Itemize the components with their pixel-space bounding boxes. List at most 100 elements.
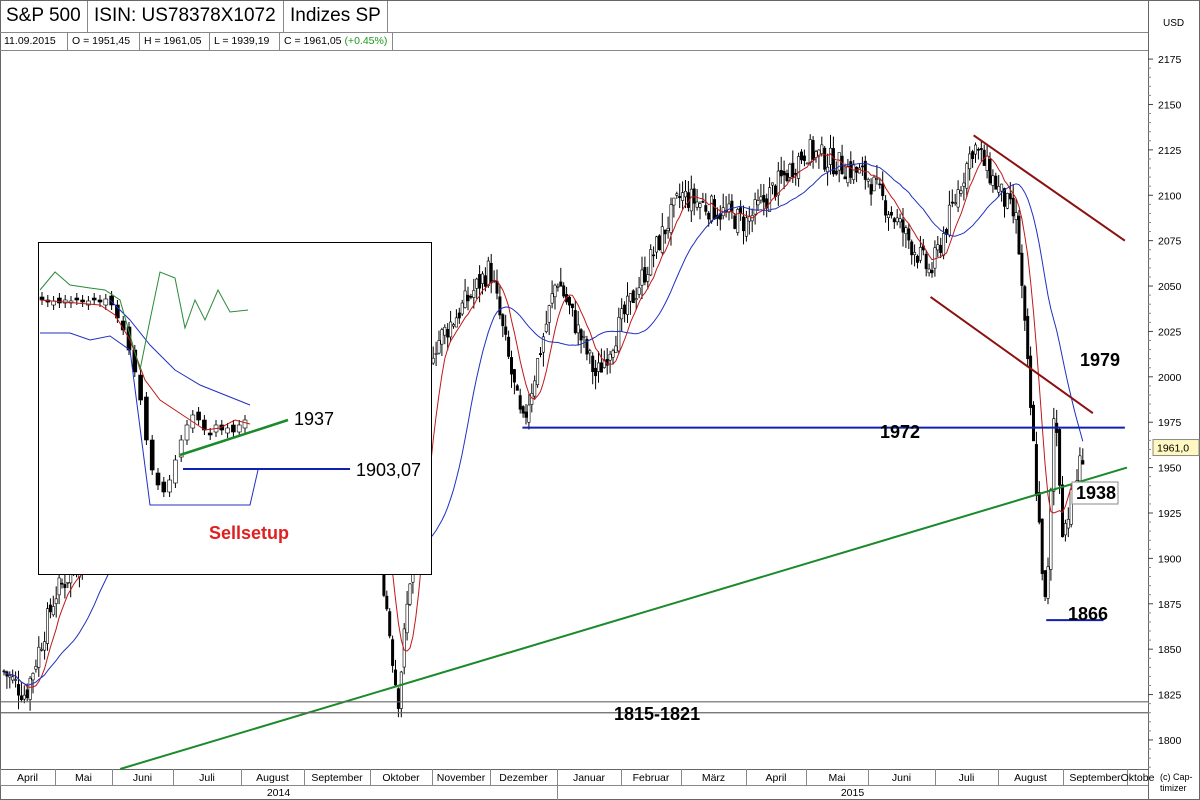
candle-body [1029, 355, 1033, 408]
candle-body [498, 296, 502, 316]
inset-frame [38, 242, 432, 575]
candle-body [692, 188, 696, 204]
candle-body [25, 689, 29, 699]
candle-body [385, 595, 389, 610]
candle-body [779, 169, 783, 177]
candle-body [634, 298, 638, 301]
candle-body [959, 190, 963, 194]
candle-body [947, 204, 951, 236]
candle-body [881, 183, 885, 197]
candle-body [1069, 489, 1073, 525]
candle-body [704, 205, 708, 212]
inset-candle-body [236, 424, 242, 433]
candle-body [1008, 193, 1012, 200]
candle-body [640, 269, 644, 286]
inset-candle-body [231, 424, 236, 433]
candle-body [971, 151, 975, 159]
candle-body [776, 170, 780, 196]
candle-body [785, 173, 789, 182]
month-label: Oktobe [1121, 772, 1155, 784]
year-label: 2015 [841, 787, 865, 799]
candle-body [846, 165, 850, 184]
month-label: September [311, 772, 363, 784]
candle-body [811, 140, 815, 160]
inset-candle-body [138, 374, 143, 401]
month-label: August [256, 772, 289, 784]
candle-body [31, 673, 35, 681]
candle-body [1037, 492, 1041, 523]
candle-body [678, 196, 682, 198]
y-tick-label: 2175 [1158, 54, 1182, 66]
inset-candle-body [178, 439, 184, 458]
candle-body [57, 577, 61, 596]
trendline [973, 134, 1126, 242]
candle-body [614, 345, 618, 353]
candle-body [744, 217, 748, 237]
candle-body [1005, 193, 1009, 209]
candle-body [646, 274, 650, 282]
candle-body [913, 252, 917, 255]
candle-body [504, 326, 508, 335]
candle-body [884, 200, 888, 216]
candle-body [965, 163, 969, 189]
candle-body [797, 156, 801, 179]
candle-body [649, 249, 653, 276]
ohlc-open: O = 1951,45 [68, 33, 140, 50]
ohlc-low: L = 1939,19 [210, 33, 280, 50]
inset-candle-body [115, 304, 120, 319]
candle-body [388, 611, 392, 637]
candle-body [933, 247, 937, 269]
candle-body [393, 669, 397, 686]
candle-body [14, 679, 18, 681]
candle-body [730, 200, 734, 212]
month-label: September [1069, 772, 1121, 784]
candle-body [515, 385, 519, 391]
candle-body [924, 253, 928, 270]
candle-body [753, 199, 757, 215]
candle-body [1052, 418, 1056, 492]
candle-body [901, 219, 905, 233]
candle-body [712, 199, 716, 220]
candle-body [741, 216, 745, 232]
label-1866: 1866 [1068, 604, 1108, 624]
candle-body [953, 202, 957, 204]
candle-body [736, 209, 740, 233]
candle-body [950, 201, 954, 204]
candle-body [1026, 316, 1030, 360]
candle-body [907, 228, 911, 241]
candle-body [802, 155, 806, 161]
candle-body [695, 201, 699, 208]
candle-body [869, 184, 873, 195]
candle-body [826, 166, 830, 173]
candle-body [637, 287, 641, 295]
year-label: 2014 [267, 787, 291, 799]
candle-body [40, 648, 44, 651]
candle-body [591, 355, 595, 373]
candle-body [570, 303, 574, 309]
candle-body [681, 192, 685, 201]
candle-body [460, 302, 464, 315]
candle-body [918, 247, 922, 261]
ohlc-date: 11.09.2015 [0, 33, 68, 50]
candle-body [895, 217, 899, 223]
candle-body [698, 203, 702, 208]
y-tick-label: 1975 [1158, 417, 1182, 429]
candle-body [463, 290, 467, 308]
candle-body [60, 582, 64, 585]
candle-body [631, 290, 635, 304]
candle-body [541, 336, 545, 353]
candle-body [1020, 252, 1024, 286]
candle-body [509, 357, 513, 375]
candle-body [910, 241, 914, 256]
y-tick-label: 1850 [1158, 644, 1182, 656]
inset-candle-body [86, 300, 91, 306]
candle-body [472, 290, 476, 298]
candle-body [625, 295, 629, 315]
inset-trendline-green [179, 418, 289, 457]
trendline [119, 466, 1128, 770]
last-price-box [1152, 439, 1200, 457]
candle-body [2, 670, 6, 673]
candle-body [440, 329, 444, 345]
inset-candle-body [109, 295, 114, 306]
